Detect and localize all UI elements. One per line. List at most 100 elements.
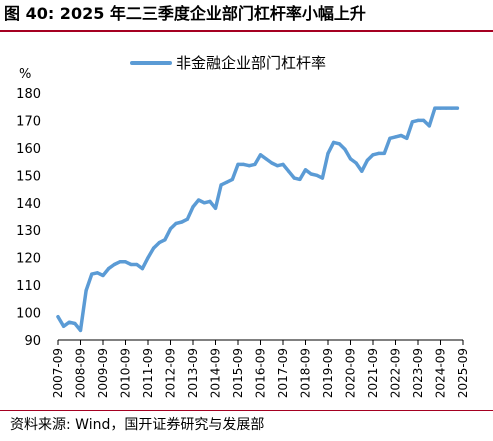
data-point (427, 124, 431, 128)
data-point (129, 262, 133, 267)
data-point (118, 260, 122, 264)
data-point (287, 169, 291, 173)
x-axis-ticks: 2007-09 2008-09 2009-09 2010-09 2011-09 2012-… (51, 340, 470, 398)
y-tick-label: 130 (16, 224, 41, 239)
data-point (56, 315, 60, 319)
data-point (197, 198, 201, 202)
data-point (270, 161, 274, 165)
x-tick-label: 2008-09 (74, 348, 88, 398)
data-point (123, 260, 128, 264)
y-tick-label: 90 (24, 334, 41, 349)
data-point (146, 256, 150, 260)
data-point (78, 328, 83, 332)
legend: 非金融企业部门杠杆率 (130, 54, 326, 72)
data-point (225, 180, 229, 184)
data-point (152, 246, 156, 250)
data-point (90, 272, 94, 276)
y-tick-label: 120 (16, 252, 41, 267)
data-point (332, 140, 336, 144)
data-point (315, 173, 319, 177)
data-point (343, 147, 347, 151)
data-point (62, 324, 66, 328)
data-point (450, 106, 454, 110)
x-tick-label: 2022-09 (389, 348, 403, 398)
data-point (112, 262, 116, 267)
data-point (253, 162, 257, 166)
data-point (236, 162, 240, 166)
data-point (168, 227, 173, 231)
data-point (163, 238, 167, 242)
x-tick-label: 2013-09 (186, 348, 200, 398)
data-point (95, 271, 99, 275)
data-point (382, 151, 386, 155)
data-point (84, 289, 88, 293)
title-rule (0, 30, 493, 32)
data-point (393, 135, 398, 139)
data-point (157, 241, 161, 245)
y-tick-label: 150 (16, 169, 41, 184)
data-point (185, 217, 189, 221)
data-point (213, 206, 218, 210)
data-point (303, 168, 308, 172)
data-point (281, 162, 285, 166)
legend-label: 非金融企业部门杠杆率 (176, 54, 326, 72)
data-point (208, 199, 212, 203)
data-point (388, 136, 392, 140)
y-tick-label: 160 (16, 142, 41, 157)
footer-rule (0, 410, 493, 411)
x-tick-label: 2016-09 (254, 348, 268, 398)
x-tick-label: 2020-09 (344, 348, 358, 398)
data-point (174, 221, 178, 225)
data-point (354, 161, 358, 165)
data-point (416, 118, 420, 122)
data-point (405, 136, 409, 140)
data-point (455, 106, 459, 110)
data-point (410, 120, 414, 124)
x-tick-label: 2019-09 (321, 348, 335, 398)
y-axis-unit: % (19, 67, 31, 82)
x-tick-label: 2011-09 (141, 348, 155, 398)
figure-title: 图 40: 2025 年二三季度企业部门杠杆率小幅上升 (4, 4, 366, 23)
data-point (438, 106, 443, 110)
data-point (326, 151, 330, 155)
data-point (348, 157, 353, 161)
y-tick-label: 180 (16, 87, 41, 102)
data-point (365, 158, 369, 162)
data-point (422, 118, 426, 122)
data-point (230, 177, 234, 181)
data-point (101, 273, 105, 278)
data-point (247, 164, 251, 168)
x-tick-label: 2018-09 (299, 348, 313, 398)
data-point (107, 267, 111, 271)
data-point (360, 169, 364, 173)
x-tick-label: 2021-09 (366, 348, 380, 398)
y-tick-label: 170 (16, 114, 41, 129)
line-chart: 非金融企业部门杠杆率 % 90 100 110 120 130 140 150 160 170 1… (16, 54, 470, 398)
data-point (67, 320, 71, 324)
data-point (337, 142, 341, 146)
data-point (202, 201, 206, 205)
data-point (73, 321, 77, 326)
x-tick-label: 2025-09 (456, 348, 470, 398)
data-point (140, 267, 144, 271)
data-point (292, 176, 296, 180)
series-points (56, 106, 459, 332)
x-tick-label: 2017-09 (276, 348, 290, 398)
y-tick-label: 110 (16, 279, 41, 294)
source-note: 资料来源: Wind，国开证券研究与发展部 (10, 417, 265, 433)
y-tick-label: 140 (16, 197, 41, 212)
x-tick-label: 2009-09 (96, 348, 110, 398)
y-tick-label: 100 (16, 307, 41, 322)
data-point (377, 151, 381, 155)
data-point (191, 205, 195, 209)
data-point (275, 164, 279, 168)
x-tick-label: 2024-09 (434, 348, 448, 398)
y-axis-ticks: 90 100 110 120 130 140 150 160 170 180 (16, 87, 41, 349)
data-point (264, 157, 268, 161)
data-point (433, 106, 437, 110)
data-point (242, 162, 246, 166)
data-point (309, 172, 313, 176)
data-point (320, 176, 324, 180)
data-point (298, 177, 302, 181)
data-point (399, 133, 403, 138)
